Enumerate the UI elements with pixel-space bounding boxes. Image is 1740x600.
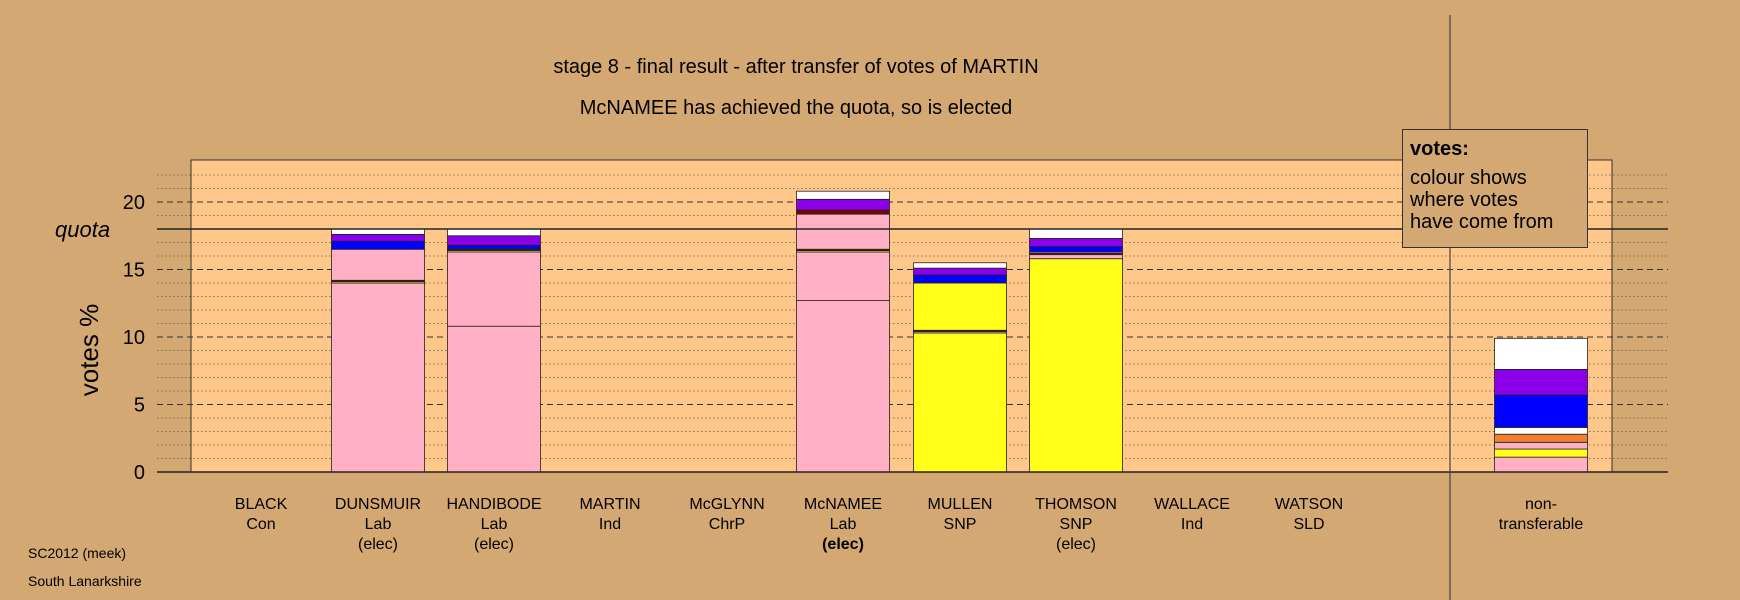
bar-segment xyxy=(796,198,890,211)
bar-segment xyxy=(796,300,890,473)
bar-segment xyxy=(913,282,1007,331)
legend-title: votes: xyxy=(1410,138,1469,160)
category-label: Con xyxy=(246,516,275,533)
bar-segment xyxy=(1029,246,1123,253)
bar-segment xyxy=(796,190,890,200)
category-label: MARTIN xyxy=(579,496,640,513)
footer-area: South Lanarkshire xyxy=(28,573,142,589)
category-label: WATSON xyxy=(1275,496,1343,513)
bar-segment xyxy=(447,325,541,473)
legend: votes: colour shows where votes have com… xyxy=(1402,129,1588,248)
category-label: Ind xyxy=(1181,516,1203,533)
bar-segment xyxy=(913,332,1007,473)
bar-segment xyxy=(447,228,541,237)
bar-segment xyxy=(1494,441,1588,450)
category-label: WALLACE xyxy=(1154,496,1230,513)
bar-segment xyxy=(447,244,541,250)
bar-segment xyxy=(1494,448,1588,458)
y-tick-label: 5 xyxy=(134,395,145,417)
category-label: Lab xyxy=(365,516,392,533)
bar-segment xyxy=(331,240,425,250)
category-label: (elec) xyxy=(1056,536,1096,553)
category-labels: BLACK Con DUNSMUIR Lab (elec) HANDIBODE Lab (el… xyxy=(235,496,1584,553)
category-label: non- xyxy=(1525,496,1557,513)
legend-line: colour shows xyxy=(1410,167,1527,189)
bar-segment xyxy=(913,262,1007,269)
bars xyxy=(331,190,1588,473)
bar-segment xyxy=(331,228,425,235)
bar-segment xyxy=(1494,427,1588,435)
chart-title: stage 8 - final result - after transfer … xyxy=(553,56,1038,78)
category-label: Lab xyxy=(481,516,508,533)
bar-segment xyxy=(1029,238,1123,247)
category-label: Lab xyxy=(830,516,857,533)
bar-segment xyxy=(1029,228,1123,239)
category-label: SNP xyxy=(1060,516,1093,533)
category-label: McNAMEE xyxy=(804,496,882,513)
category-label: BLACK xyxy=(235,496,288,513)
category-label: Ind xyxy=(599,516,621,533)
bar-segment xyxy=(1494,368,1588,396)
category-label: SLD xyxy=(1293,516,1324,533)
bar-segment xyxy=(447,251,541,327)
footer-source: SC2012 (meek) xyxy=(28,545,127,561)
bar-segment xyxy=(796,213,890,250)
bar-segment xyxy=(1494,433,1588,443)
category-label: (elec) xyxy=(822,536,864,553)
quota-label: quota xyxy=(55,217,110,242)
bar-segment xyxy=(913,274,1007,284)
bar-segment xyxy=(796,209,890,215)
category-label: SNP xyxy=(944,516,977,533)
bar-segment xyxy=(331,282,425,473)
category-label: MULLEN xyxy=(928,496,993,513)
y-tick-label: 10 xyxy=(123,327,145,349)
bar-segment xyxy=(796,251,890,301)
category-label: (elec) xyxy=(474,536,514,553)
y-tick-label: 20 xyxy=(123,192,145,214)
category-label: THOMSON xyxy=(1035,496,1117,513)
category-label: transferable xyxy=(1499,516,1584,533)
plot-area xyxy=(190,159,1613,473)
category-label: DUNSMUIR xyxy=(335,496,421,513)
bar-segment xyxy=(1494,337,1588,370)
bar-segment xyxy=(913,267,1007,276)
bar-segment xyxy=(1029,254,1123,260)
bar-segment xyxy=(1494,394,1588,428)
y-axis-label: votes % xyxy=(74,304,104,397)
category-label: ChrP xyxy=(709,516,745,533)
bar-segment xyxy=(447,235,541,246)
bar-segment xyxy=(1494,456,1588,473)
legend-line: have come from xyxy=(1410,211,1554,233)
legend-line: where votes xyxy=(1410,189,1518,211)
y-tick-label: 15 xyxy=(123,260,145,282)
category-label: HANDIBODE xyxy=(446,496,541,513)
category-label: McGLYNN xyxy=(689,496,764,513)
y-tick-label: 0 xyxy=(134,462,145,484)
chart-subtitle: McNAMEE has achieved the quota, so is el… xyxy=(580,97,1012,119)
bar-segment xyxy=(331,248,425,281)
category-label: (elec) xyxy=(358,536,398,553)
bar-segment xyxy=(331,233,425,242)
bar-segment xyxy=(1029,258,1123,473)
